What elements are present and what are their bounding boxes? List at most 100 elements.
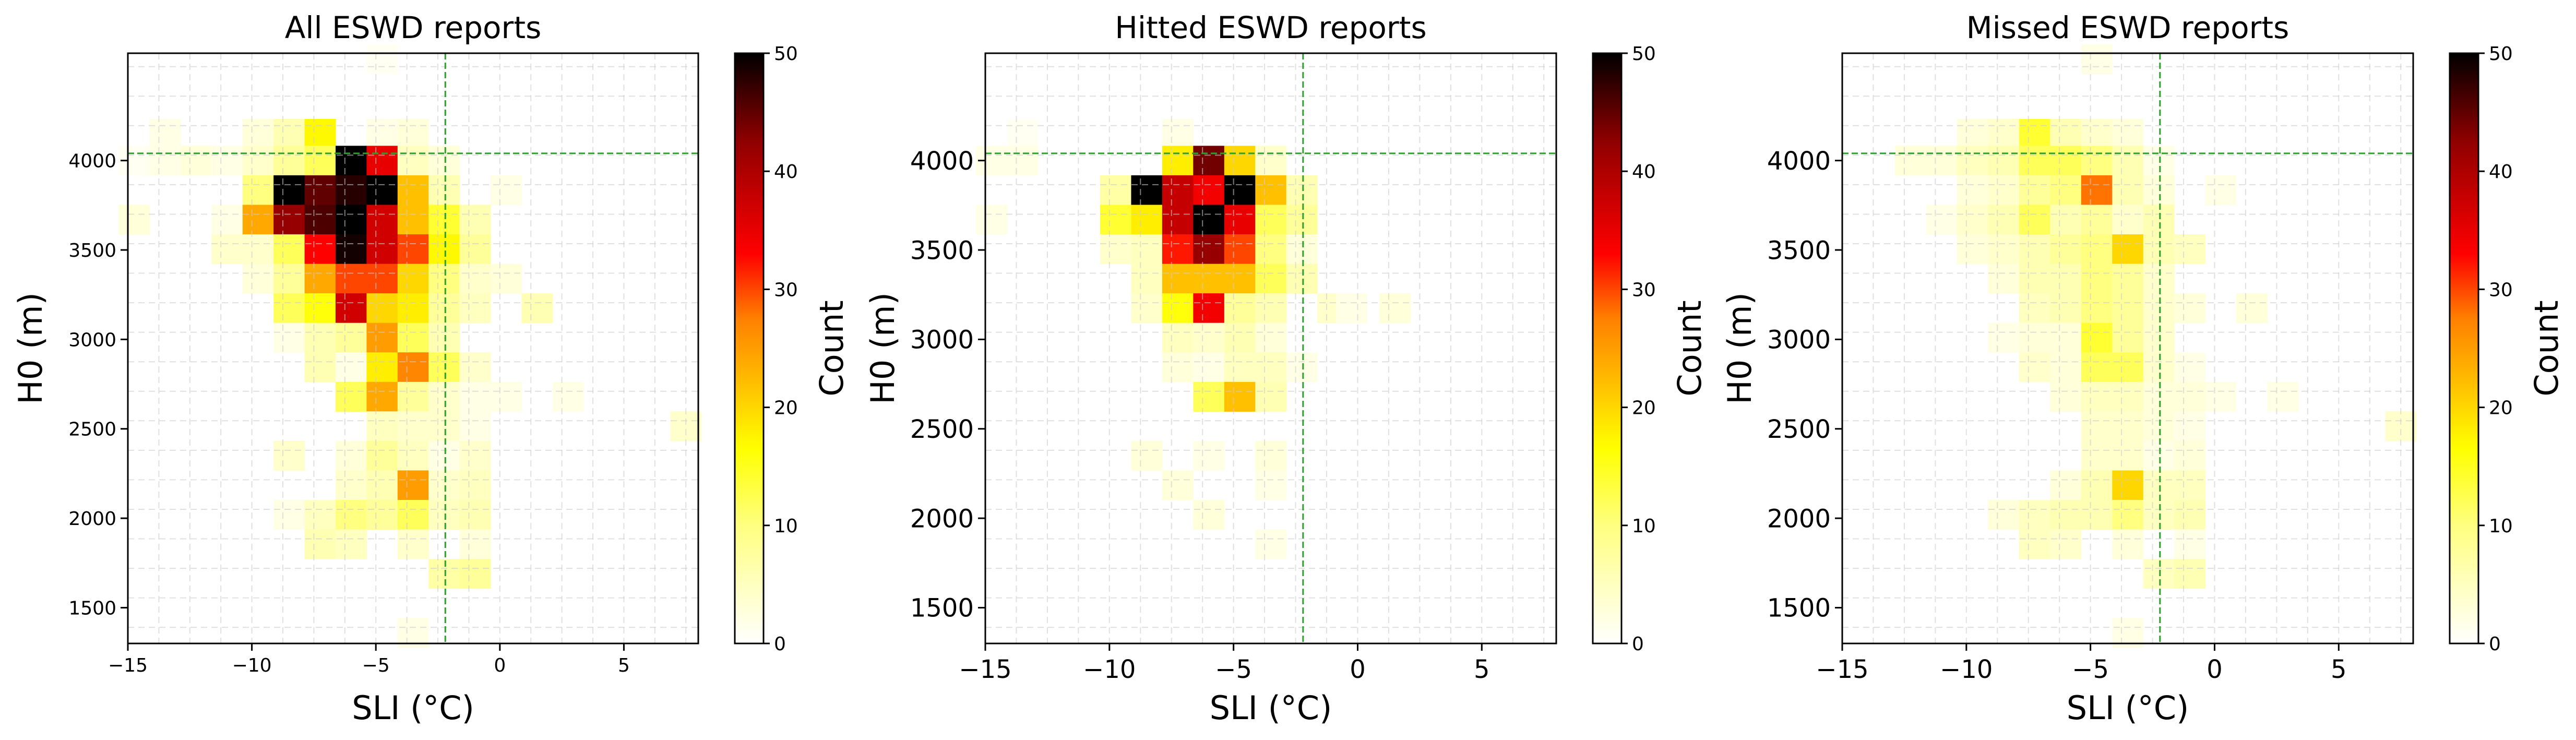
- heatmap-cell: [1957, 234, 1989, 265]
- heatmap-cell: [2112, 118, 2144, 149]
- heatmap-cell: [273, 264, 305, 294]
- heatmap-cell: [459, 352, 491, 383]
- x-axis-label: SLI (°C): [1210, 689, 1332, 727]
- heatmap-cell: [1957, 118, 1989, 149]
- heatmap-cell: [459, 411, 491, 441]
- x-tick-label: −10: [1083, 655, 1136, 684]
- heatmap-cell: [1224, 323, 1256, 353]
- heatmap-cell: [2143, 411, 2175, 441]
- heatmap-cell: [397, 499, 429, 530]
- heatmap-cell: [491, 175, 522, 206]
- heatmap-cell: [1988, 118, 2020, 149]
- heatmap-cell: [304, 529, 336, 559]
- heatmap-cell: [1255, 381, 1287, 412]
- heatmap-cell: [2019, 323, 2050, 353]
- colorbar-tick-label: 30: [2489, 279, 2513, 301]
- heatmap-cell: [1286, 205, 1318, 235]
- heatmap-cell: [180, 146, 212, 176]
- heatmap-cell: [1379, 293, 1411, 324]
- heatmap-cell: [242, 264, 274, 294]
- heatmap-cell: [1007, 146, 1039, 176]
- heatmap-cell: [2050, 381, 2082, 412]
- heatmap-cell: [2050, 470, 2082, 500]
- x-tick-label: 0: [2207, 655, 2223, 684]
- y-axis-label: H0 (m): [1721, 292, 1759, 404]
- heatmap-cell: [397, 470, 429, 500]
- heatmap-cell: [2174, 234, 2206, 265]
- heatmap-cell: [2236, 293, 2268, 324]
- heatmap-cell: [366, 352, 398, 383]
- y-tick-label: 3500: [910, 236, 974, 265]
- heatmap-hitted-reports: −15 −10 −5 0 5 1500 2000 2500 3000 3500 4000 Hitted…: [864, 10, 1709, 727]
- heatmap-cell: [2081, 175, 2113, 206]
- heatmap-cell: [2050, 175, 2082, 206]
- heatmap-cell: [335, 293, 367, 324]
- heatmap-cell: [1255, 323, 1287, 353]
- heatmap-cell: [273, 118, 305, 149]
- heatmap-cell: [2174, 529, 2206, 559]
- heatmap-cell: [366, 499, 398, 530]
- heatmap-cell: [273, 175, 305, 206]
- heatmap-cell: [273, 205, 305, 235]
- heatmap-cell: [976, 205, 1008, 235]
- heatmap-cell: [1162, 175, 1194, 206]
- heatmap-cell: [2112, 175, 2144, 206]
- heatmap-cell: [304, 323, 336, 353]
- heatmap-cell: [335, 146, 367, 176]
- heatmap-cell: [397, 323, 429, 353]
- heatmap-cell: [1957, 146, 1989, 176]
- heatmap-cell: [1957, 205, 1989, 235]
- heatmap-cell: [1255, 234, 1287, 265]
- heatmap-cell: [2112, 293, 2144, 324]
- heatmap-cell: [1224, 381, 1256, 412]
- heatmap-cell: [1988, 323, 2020, 353]
- heatmap-cell: [1162, 470, 1194, 500]
- heatmap-cell: [1193, 323, 1225, 353]
- heatmap-cell: [335, 264, 367, 294]
- colorbar-tick-label: 0: [2489, 634, 2501, 655]
- heatmap-cell: [242, 205, 274, 235]
- heatmap-cell: [335, 529, 367, 559]
- heatmap-cell: [2112, 146, 2144, 176]
- heatmap-cell: [428, 411, 460, 441]
- heatmap-cell: [397, 205, 429, 235]
- heatmap-cell: [1957, 175, 1989, 206]
- heatmap-cell: [2112, 470, 2144, 500]
- heatmap-cell: [1162, 323, 1194, 353]
- heatmap-cell: [2081, 440, 2113, 471]
- heatmap-cell: [1193, 440, 1225, 471]
- chart-title: Hitted ESWD reports: [1115, 10, 1426, 45]
- heatmap-cell: [428, 470, 460, 500]
- heatmap-cell: [2019, 352, 2050, 383]
- x-tick-label: 0: [494, 655, 506, 676]
- heatmap-cell: [149, 146, 181, 176]
- heatmap-cell: [1131, 440, 1163, 471]
- heatmap-cell: [335, 175, 367, 206]
- heatmap-cell: [459, 264, 491, 294]
- heatmap-cell: [1162, 146, 1194, 176]
- heatmap-cell: [2050, 118, 2082, 149]
- heatmap-cell: [2050, 264, 2082, 294]
- heatmap-cell: [1193, 234, 1225, 265]
- heatmap-cell: [2143, 499, 2175, 530]
- heatmap-cell: [521, 293, 553, 324]
- heatmap-cell: [304, 352, 336, 383]
- heatmap-cell: [2081, 323, 2113, 353]
- heatmap-cell: [1988, 146, 2020, 176]
- heatmap-cell: [273, 234, 305, 265]
- y-tick-label: 2500: [910, 415, 974, 444]
- axes-frame: [127, 52, 699, 644]
- heatmap-cell: [273, 293, 305, 324]
- chart-title: All ESWD reports: [285, 10, 542, 45]
- heatmap-cell: [1131, 205, 1163, 235]
- heatmap-cell: [2019, 529, 2050, 559]
- heatmap-cell: [1988, 205, 2020, 235]
- heatmap-cell: [459, 381, 491, 412]
- heatmap-cell: [366, 411, 398, 441]
- heatmap-cell: [1286, 352, 1318, 383]
- heatmap-cell: [397, 146, 429, 176]
- heatmap-cell: [397, 234, 429, 265]
- heatmap-cell: [366, 44, 398, 75]
- heatmap-cell: [428, 205, 460, 235]
- heatmap-cell: [335, 352, 367, 383]
